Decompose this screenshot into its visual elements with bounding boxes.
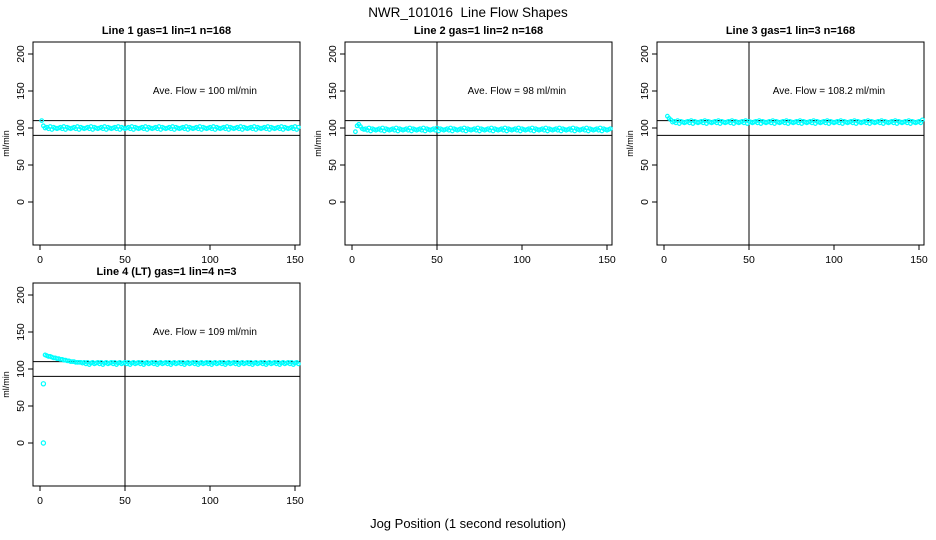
x-tick-label: 0 xyxy=(661,254,667,266)
plot-box xyxy=(656,41,925,246)
panel-line-3: 0 50 100 150 0 50 100 150 200 ml/min Line 3 gas=1 … xyxy=(625,25,928,266)
figure-title: NWR_101016 Line Flow Shapes xyxy=(368,5,568,20)
outlier-point xyxy=(40,440,47,446)
y-tick-label: 100 xyxy=(15,119,27,137)
data-points xyxy=(353,121,613,135)
data-points xyxy=(39,118,301,132)
x-tick-label: 100 xyxy=(201,254,219,266)
y-tick-label: 150 xyxy=(15,82,27,100)
x-tick-label: 150 xyxy=(598,254,616,266)
y-tick-label: 0 xyxy=(15,440,27,446)
x-tick-label: 150 xyxy=(910,254,928,266)
y-tick-label: 50 xyxy=(639,159,651,171)
ave-flow-annotation: Ave. Flow = 108.2 ml/min xyxy=(773,86,885,97)
y-tick-label: 150 xyxy=(327,82,339,100)
panel-title: Line 2 gas=1 lin=2 n=168 xyxy=(414,25,543,37)
x-tick-label: 50 xyxy=(119,495,131,507)
y-axis-label: ml/min xyxy=(1,130,11,157)
y-tick-label: 200 xyxy=(327,45,339,63)
x-tick-label: 50 xyxy=(119,254,131,266)
x-tick-label: 100 xyxy=(201,495,219,507)
y-tick-label: 150 xyxy=(15,323,27,341)
panel-line-2: 0 50 100 150 0 50 100 150 200 ml/min Line 2 gas=1 … xyxy=(313,25,616,266)
x-tick-label: 0 xyxy=(37,495,43,507)
x-tick-label: 150 xyxy=(286,495,304,507)
y-tick-label: 50 xyxy=(15,400,27,412)
y-tick-label: 0 xyxy=(327,199,339,205)
ave-flow-annotation: Ave. Flow = 109 ml/min xyxy=(153,327,257,338)
x-tick-label: 0 xyxy=(349,254,355,266)
y-axis-label: ml/min xyxy=(1,371,11,398)
x-axis-label: Jog Position (1 second resolution) xyxy=(370,516,566,531)
y-tick-label: 200 xyxy=(639,45,651,63)
outlier-point xyxy=(40,381,47,387)
y-tick-label: 100 xyxy=(327,119,339,137)
ave-flow-annotation: Ave. Flow = 98 ml/min xyxy=(468,86,566,97)
panel-grid: 0 50 100 150 0 50 100 150 200 ml/min Line 1 gas=1 … xyxy=(1,25,928,507)
x-tick-label: 100 xyxy=(825,254,843,266)
panel-line-4: 0 50 100 150 0 50 100 150 200 ml/min Line 4 (LT) g… xyxy=(1,266,304,507)
y-tick-label: 100 xyxy=(15,360,27,378)
x-tick-label: 0 xyxy=(37,254,43,266)
y-tick-label: 200 xyxy=(15,286,27,304)
plot-box xyxy=(344,41,613,246)
y-tick-label: 50 xyxy=(15,159,27,171)
y-tick-label: 200 xyxy=(15,45,27,63)
data-points xyxy=(40,352,301,446)
panel-title: Line 4 (LT) gas=1 lin=4 n=3 xyxy=(96,266,236,278)
y-tick-label: 150 xyxy=(639,82,651,100)
panel-title: Line 3 gas=1 lin=3 n=168 xyxy=(726,25,855,37)
y-tick-label: 0 xyxy=(639,199,651,205)
y-axis-label: ml/min xyxy=(313,130,323,157)
x-tick-label: 50 xyxy=(743,254,755,266)
y-tick-label: 100 xyxy=(639,119,651,137)
x-tick-label: 150 xyxy=(286,254,304,266)
plot-box xyxy=(32,282,301,487)
x-tick-label: 100 xyxy=(513,254,531,266)
data-points xyxy=(665,113,925,126)
panel-line-1: 0 50 100 150 0 50 100 150 200 ml/min Line 1 gas=1 … xyxy=(1,25,304,266)
y-axis-label: ml/min xyxy=(625,130,635,157)
plot-box xyxy=(32,41,301,246)
ave-flow-annotation: Ave. Flow = 100 ml/min xyxy=(153,86,257,97)
y-tick-label: 50 xyxy=(327,159,339,171)
x-tick-label: 50 xyxy=(431,254,443,266)
y-tick-label: 0 xyxy=(15,199,27,205)
panel-title: Line 1 gas=1 lin=1 n=168 xyxy=(102,25,231,37)
